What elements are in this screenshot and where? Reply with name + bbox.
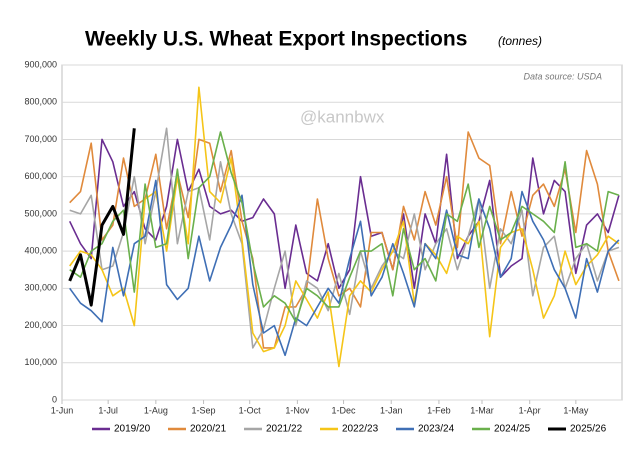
x-tick-label: 1-Jul [98, 405, 118, 415]
legend-label: 2022/23 [342, 424, 379, 435]
series-line [68, 128, 136, 307]
legend-label: 2024/25 [494, 424, 531, 435]
legend-label: 2021/22 [266, 424, 303, 435]
legend-label: 2025/26 [570, 424, 607, 435]
y-tick-label: 800,000 [24, 97, 57, 107]
x-tick-label: 1-Feb [427, 405, 451, 415]
x-tick-label: 1-Oct [239, 405, 262, 415]
watermark: @kannbwx [300, 107, 385, 126]
legend-label: 2019/20 [114, 424, 151, 435]
y-tick-label: 400,000 [24, 245, 57, 255]
x-tick-label: 1-Aug [144, 405, 168, 415]
x-tick-label: 1-Jun [51, 405, 74, 415]
x-tick-label: 1-Sep [192, 405, 216, 415]
x-tick-label: 1-Dec [332, 405, 357, 415]
legend-label: 2023/24 [418, 424, 455, 435]
x-tick-label: 1-May [563, 405, 589, 415]
series-line [69, 179, 620, 357]
series-line [69, 131, 620, 323]
legend-label: 2020/21 [190, 424, 227, 435]
x-tick-label: 1-Jan [380, 405, 403, 415]
y-tick-label: 700,000 [24, 134, 57, 144]
y-tick-label: 0 [52, 394, 57, 404]
x-tick-label: 1-Mar [470, 405, 494, 415]
y-tick-label: 600,000 [24, 171, 57, 181]
y-tick-label: 900,000 [24, 59, 57, 69]
y-tick-label: 500,000 [24, 208, 57, 218]
chart-title: Weekly U.S. Wheat Export Inspections [85, 28, 467, 51]
y-tick-label: 300,000 [24, 283, 57, 293]
y-tick-label: 200,000 [24, 320, 57, 330]
series-line [69, 86, 620, 368]
x-tick-label: 1-Apr [519, 405, 541, 415]
y-tick-label: 100,000 [24, 357, 57, 367]
chart-subtitle: (tonnes) [498, 34, 542, 48]
annotation: Data source: USDA [523, 71, 602, 81]
x-tick-label: 1-Nov [285, 405, 310, 415]
